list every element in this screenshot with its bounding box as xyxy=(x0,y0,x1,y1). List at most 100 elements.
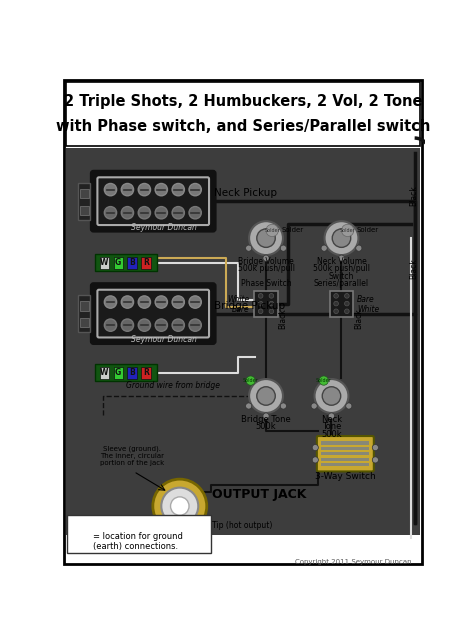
FancyBboxPatch shape xyxy=(91,171,215,231)
Text: Seymour Duncan: Seymour Duncan xyxy=(131,335,197,344)
Text: 2 Triple Shots, 2 Humbuckers, 2 Vol, 2 Tone: 2 Triple Shots, 2 Humbuckers, 2 Vol, 2 T… xyxy=(64,94,422,108)
FancyBboxPatch shape xyxy=(64,80,422,564)
Circle shape xyxy=(77,535,90,548)
Text: Bare: Bare xyxy=(231,305,249,314)
Circle shape xyxy=(189,183,201,196)
Circle shape xyxy=(246,376,255,385)
Text: 500k push/pull: 500k push/pull xyxy=(237,264,294,273)
Circle shape xyxy=(121,183,134,196)
Text: Solder: Solder xyxy=(316,378,332,383)
Circle shape xyxy=(121,319,134,331)
Circle shape xyxy=(249,379,283,413)
FancyBboxPatch shape xyxy=(95,364,157,382)
Circle shape xyxy=(325,221,358,255)
Circle shape xyxy=(334,301,338,306)
Text: W: W xyxy=(100,368,109,377)
Circle shape xyxy=(189,206,201,219)
Circle shape xyxy=(345,301,349,306)
Bar xyxy=(100,257,109,269)
Text: = location for ground
(earth) connections.: = location for ground (earth) connection… xyxy=(93,532,182,551)
Text: Black: Black xyxy=(410,259,419,279)
Circle shape xyxy=(246,403,252,409)
FancyBboxPatch shape xyxy=(67,515,211,553)
FancyBboxPatch shape xyxy=(80,318,89,327)
Circle shape xyxy=(263,413,269,419)
Circle shape xyxy=(189,296,201,308)
Bar xyxy=(128,257,137,269)
Text: Black: Black xyxy=(354,308,363,329)
Text: Solder: Solder xyxy=(357,227,379,233)
Circle shape xyxy=(257,229,275,247)
Circle shape xyxy=(172,183,184,196)
Circle shape xyxy=(257,387,275,405)
Text: Solder: Solder xyxy=(243,378,258,383)
Circle shape xyxy=(138,183,151,196)
Text: Bridge Tone: Bridge Tone xyxy=(241,415,291,424)
Text: 500k push/pull: 500k push/pull xyxy=(313,264,370,273)
Text: OUTPUT JACK: OUTPUT JACK xyxy=(212,488,307,501)
Circle shape xyxy=(280,245,286,251)
Circle shape xyxy=(171,497,189,515)
Text: B: B xyxy=(129,368,135,377)
FancyBboxPatch shape xyxy=(66,148,420,534)
Text: Solder: Solder xyxy=(76,539,91,544)
Circle shape xyxy=(315,379,348,413)
Circle shape xyxy=(322,387,341,405)
FancyBboxPatch shape xyxy=(97,290,209,338)
Circle shape xyxy=(311,403,317,409)
Circle shape xyxy=(104,206,117,219)
Circle shape xyxy=(345,309,349,313)
FancyBboxPatch shape xyxy=(80,189,89,198)
FancyBboxPatch shape xyxy=(80,301,89,310)
Circle shape xyxy=(269,301,273,306)
FancyBboxPatch shape xyxy=(330,290,353,317)
Bar xyxy=(141,257,151,269)
Circle shape xyxy=(258,294,263,298)
Text: Tone: Tone xyxy=(322,422,341,431)
Circle shape xyxy=(176,520,183,529)
Circle shape xyxy=(104,319,117,331)
Circle shape xyxy=(345,294,349,298)
Text: Neck: Neck xyxy=(321,415,342,424)
Text: Solder: Solder xyxy=(264,228,280,233)
Bar xyxy=(321,463,369,466)
Text: Copyright 2011 Seymour Duncan: Copyright 2011 Seymour Duncan xyxy=(295,559,411,564)
Text: R: R xyxy=(143,258,149,268)
Text: 500k: 500k xyxy=(321,430,342,439)
Text: Ground wire from bridge: Ground wire from bridge xyxy=(126,382,220,390)
Circle shape xyxy=(258,301,263,306)
Bar xyxy=(114,257,123,269)
Circle shape xyxy=(266,224,278,236)
Text: Solder: Solder xyxy=(340,228,356,233)
FancyBboxPatch shape xyxy=(78,183,91,220)
FancyBboxPatch shape xyxy=(317,436,374,471)
FancyBboxPatch shape xyxy=(80,206,89,215)
Circle shape xyxy=(338,255,345,261)
FancyBboxPatch shape xyxy=(66,82,420,146)
Text: Series/parallel: Series/parallel xyxy=(314,279,369,288)
Bar xyxy=(141,367,151,379)
Circle shape xyxy=(332,229,351,247)
Circle shape xyxy=(189,319,201,331)
Text: White: White xyxy=(227,295,249,304)
Circle shape xyxy=(321,245,327,251)
Text: Switch: Switch xyxy=(329,272,354,282)
Circle shape xyxy=(138,319,151,331)
Circle shape xyxy=(328,413,335,419)
Bar xyxy=(100,367,109,379)
Text: W: W xyxy=(100,258,109,268)
Text: Bridge Volume: Bridge Volume xyxy=(238,257,294,266)
Bar xyxy=(114,367,123,379)
Text: Bare: Bare xyxy=(357,295,374,304)
FancyBboxPatch shape xyxy=(78,295,91,332)
Circle shape xyxy=(356,245,362,251)
Bar xyxy=(128,367,137,379)
FancyBboxPatch shape xyxy=(91,283,215,343)
Circle shape xyxy=(249,221,283,255)
FancyBboxPatch shape xyxy=(95,254,157,271)
Text: Solder: Solder xyxy=(282,227,303,233)
Circle shape xyxy=(246,245,252,251)
Circle shape xyxy=(138,206,151,219)
Circle shape xyxy=(312,445,319,450)
Bar xyxy=(321,447,369,450)
